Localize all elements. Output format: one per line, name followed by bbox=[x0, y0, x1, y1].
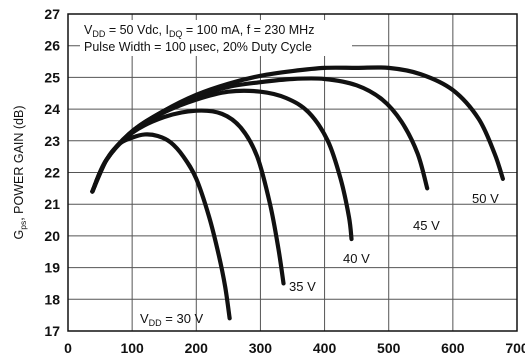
series-label-35v: 35 V bbox=[289, 279, 316, 294]
tick-layer: 0 100 200 300 400 500 600 700 17 18 19 20 21 22 23 24 25… bbox=[44, 6, 525, 356]
curve-layer bbox=[90, 65, 505, 321]
x-tick-label: 100 bbox=[120, 340, 144, 356]
annotation-line-2: Pulse Width = 100 µsec, 20% Duty Cycle bbox=[84, 40, 312, 54]
y-tick-label: 24 bbox=[44, 101, 60, 117]
y-tick-label: 22 bbox=[44, 165, 60, 181]
x-tick-label: 700 bbox=[505, 340, 525, 356]
series-line-30v bbox=[90, 132, 232, 321]
series-label-30v: VDD = 30 V bbox=[140, 311, 204, 328]
annotation-line-1: VDD = 50 Vdc, IDQ = 100 mA, f = 230 MHz bbox=[84, 23, 314, 39]
y-tick-label: 18 bbox=[44, 291, 60, 307]
y-tick-label: 19 bbox=[44, 260, 60, 276]
y-tick-label: 26 bbox=[44, 38, 60, 54]
x-tick-label: 300 bbox=[249, 340, 273, 356]
plot-frame bbox=[67, 13, 518, 332]
y-tick-label: 17 bbox=[44, 323, 60, 339]
series-label-50v: 50 V bbox=[472, 191, 499, 206]
series-label-45v: 45 V bbox=[413, 218, 440, 233]
x-tick-label: 500 bbox=[377, 340, 401, 356]
x-tick-label: 400 bbox=[313, 340, 337, 356]
annotation-box bbox=[80, 20, 352, 56]
y-tick-label: 25 bbox=[44, 69, 60, 85]
x-tick-label: 200 bbox=[185, 340, 209, 356]
x-tick-label: 600 bbox=[441, 340, 465, 356]
series-line-50v bbox=[90, 65, 505, 194]
y-tick-label: 21 bbox=[44, 196, 60, 212]
series-line-35v bbox=[90, 108, 286, 286]
y-axis-label: Gps, POWER GAIN (dB) bbox=[12, 105, 28, 239]
y-tick-label: 27 bbox=[44, 6, 60, 22]
x-tick-label: 0 bbox=[64, 340, 72, 356]
y-tick-label: 23 bbox=[44, 133, 60, 149]
y-tick-label: 20 bbox=[44, 228, 60, 244]
series-label-40v: 40 V bbox=[343, 251, 370, 266]
